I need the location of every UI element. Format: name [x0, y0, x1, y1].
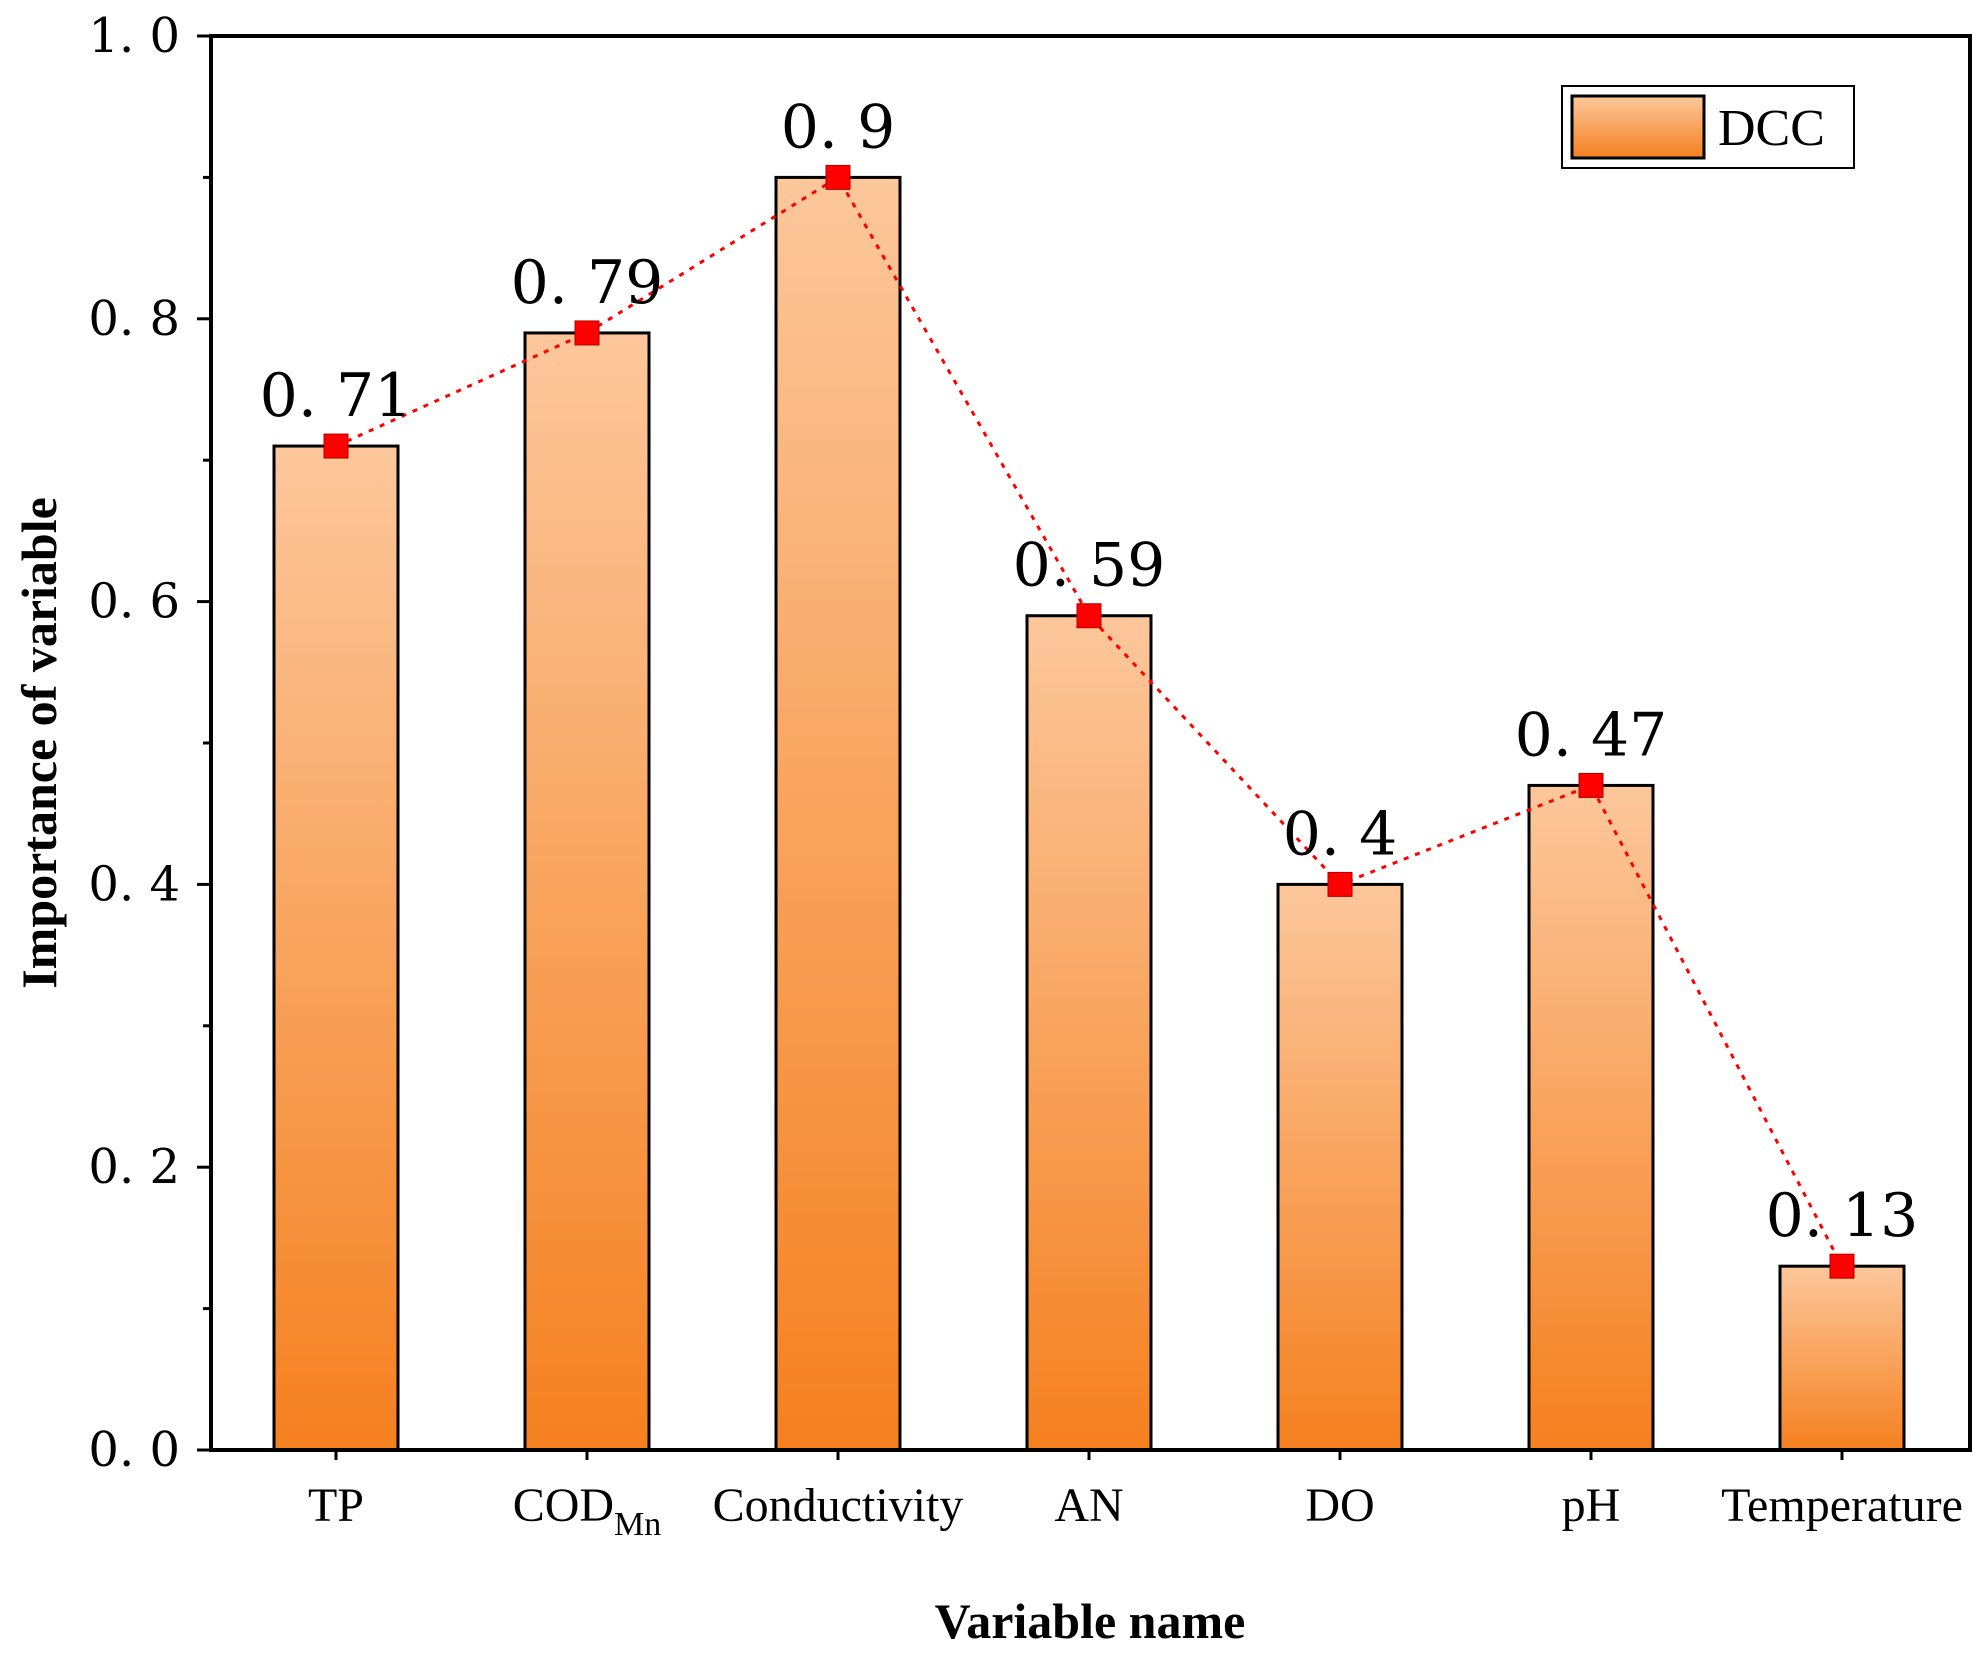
- x-tick-label: CODMn: [513, 1479, 662, 1543]
- data-label: 0. 4: [1283, 799, 1398, 869]
- data-label: 0. 59: [1013, 531, 1166, 601]
- y-tick-label: 0. 2: [88, 1139, 180, 1195]
- x-axis-title: Variable name: [935, 1593, 1246, 1649]
- bar: [1527, 783, 1655, 1452]
- x-axis: TP CODMn Conductivity AN DO pH Temperature: [308, 1450, 1963, 1543]
- marker: [1076, 603, 1102, 629]
- y-axis-title: Importance of variable: [11, 497, 67, 989]
- x-tick-label: Temperature: [1721, 1479, 1963, 1532]
- data-label: 0. 47: [1515, 700, 1668, 770]
- x-tick-label: TP: [308, 1479, 364, 1532]
- bars-layer: [272, 175, 1906, 1452]
- x-tick-label: AN: [1054, 1479, 1123, 1532]
- y-tick-label: 0. 8: [88, 291, 180, 347]
- x-tick-label: pH: [1562, 1479, 1621, 1532]
- y-axis: 0. 0 0. 2 0. 4 0. 6 0. 8 1. 0: [88, 8, 211, 1478]
- bar: [1276, 882, 1404, 1452]
- marker: [825, 164, 851, 190]
- marker: [323, 433, 349, 459]
- x-tick-label: DO: [1305, 1479, 1374, 1532]
- marker: [574, 320, 600, 346]
- data-label: 0. 79: [511, 248, 664, 318]
- marker: [1578, 772, 1604, 798]
- y-tick-label: 0. 0: [88, 1422, 180, 1478]
- bar: [1025, 614, 1153, 1452]
- data-label: 0. 13: [1766, 1181, 1919, 1251]
- y-tick-label: 1. 0: [88, 8, 180, 64]
- bar: [272, 444, 400, 1452]
- legend-swatch: [1570, 94, 1706, 160]
- data-label: 0. 71: [260, 361, 413, 431]
- markers-layer: [323, 164, 1855, 1279]
- bar: [774, 175, 902, 1452]
- bar: [523, 331, 651, 1452]
- y-tick-label: 0. 6: [88, 574, 180, 630]
- bar: [1778, 1264, 1906, 1452]
- data-labels-layer: 0. 71 0. 79 0. 9 0. 59 0. 4 0. 47 0. 13: [260, 92, 1919, 1251]
- legend: DCC: [1561, 85, 1855, 169]
- marker: [1327, 871, 1353, 897]
- marker: [1829, 1253, 1855, 1279]
- x-tick-label: Conductivity: [713, 1479, 964, 1532]
- data-label: 0. 9: [781, 92, 896, 162]
- legend-label: DCC: [1718, 100, 1825, 157]
- y-tick-label: 0. 4: [88, 856, 180, 912]
